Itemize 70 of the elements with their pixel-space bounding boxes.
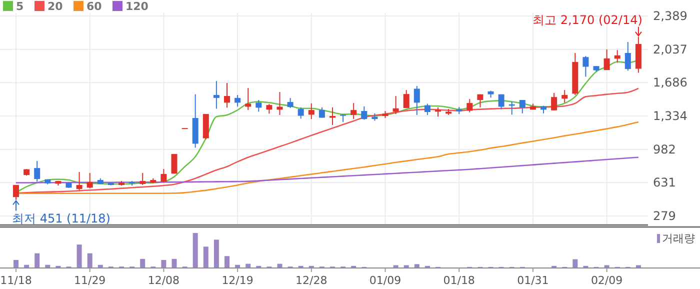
bar [572, 259, 578, 268]
candlestick [224, 82, 230, 108]
x-tick-label: 01/09 [369, 274, 402, 287]
candlestick [624, 42, 631, 72]
candlestick [614, 50, 620, 64]
candlestick [245, 88, 252, 111]
candlestick [424, 103, 430, 116]
candlestick [435, 106, 441, 118]
candlestick [466, 98, 473, 113]
bar [161, 260, 166, 268]
bar [192, 233, 198, 268]
legend-label: 거래량 [662, 232, 695, 245]
annotation: 최저 451 (11/18) [12, 212, 110, 226]
legend-label: 5 [16, 0, 24, 13]
legend-label: 60 [86, 0, 102, 13]
y-tick-label: 631 [653, 176, 676, 190]
y-tick-label: 1,334 [653, 109, 688, 124]
legend-label: 20 [48, 0, 64, 13]
candlestick [298, 106, 304, 120]
candlestick [604, 48, 610, 71]
bar [14, 260, 18, 268]
candlestick [86, 172, 93, 189]
candlestick [414, 86, 420, 116]
candlestick [582, 56, 589, 78]
candlestick [234, 94, 241, 108]
candlestick [392, 96, 399, 115]
x-tick-label: 12/19 [222, 274, 254, 287]
candlestick [361, 106, 368, 120]
bar [214, 240, 219, 268]
bar [76, 244, 82, 268]
candlestick [308, 102, 314, 120]
y-tick-label: 982 [653, 142, 676, 156]
bar [87, 253, 92, 268]
y-tick-label: 1,686 [653, 76, 688, 90]
legend-label: 120 [126, 0, 149, 13]
candlestick [562, 90, 568, 104]
bar [224, 256, 230, 268]
candlestick [551, 92, 558, 111]
candlestick [171, 154, 178, 174]
candlestick [276, 92, 283, 116]
y-tick-label: 2,037 [653, 42, 688, 56]
bar [172, 258, 177, 268]
bar [203, 246, 208, 268]
x-tick-label: 01/18 [443, 274, 475, 287]
x-tick-label: 12/28 [296, 274, 328, 287]
candlestick [160, 168, 167, 184]
y-tick-label: 2,389 [653, 9, 688, 24]
annotation: 최고 2,170 (02/14) [532, 12, 642, 27]
candlestick [403, 90, 410, 109]
x-tick-label: 01/31 [517, 274, 549, 287]
candlestick [34, 160, 40, 182]
y-tick-label: 279 [653, 208, 676, 223]
candlestick [76, 172, 82, 191]
x-tick-label: 11/29 [74, 274, 106, 287]
candlestick [477, 94, 484, 108]
bar [34, 253, 40, 268]
x-tick-label: 11/18 [0, 274, 32, 287]
candlestick [140, 172, 146, 186]
x-tick-label: 02/09 [590, 274, 623, 287]
candlestick [519, 100, 526, 114]
bar [414, 264, 420, 268]
candlestick [266, 104, 272, 114]
candlestick [256, 100, 262, 112]
candlestick [498, 94, 504, 110]
x-tick-label: 12/08 [148, 274, 180, 287]
candlestick [350, 102, 357, 120]
candlestick [287, 97, 294, 109]
bar [140, 258, 146, 268]
candlestick [213, 80, 220, 110]
candlestick [13, 184, 19, 200]
